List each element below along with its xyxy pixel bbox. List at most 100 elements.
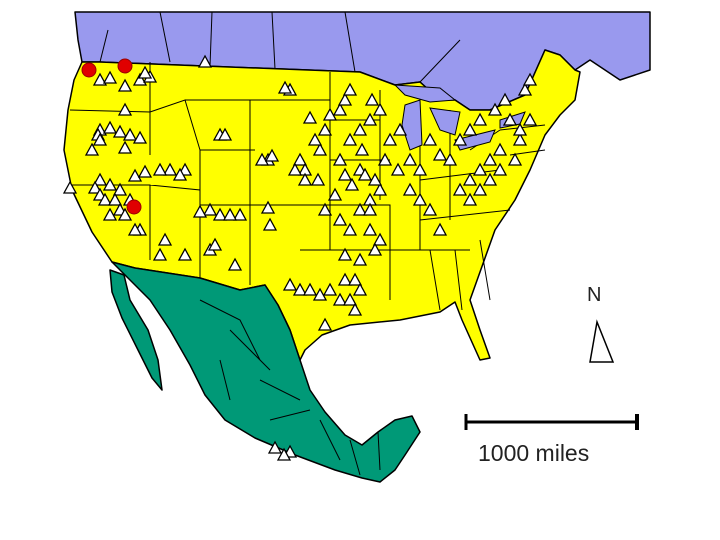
border-line <box>69 62 255 155</box>
triangle-icon <box>512 132 528 146</box>
triangle-icon <box>332 292 348 306</box>
triangle-icon <box>197 54 213 68</box>
triangle-icon <box>152 247 168 261</box>
triangle-icon <box>342 82 358 96</box>
triangle-icon <box>367 172 383 186</box>
triangle-icon <box>127 168 143 182</box>
triangle-icon <box>452 132 468 146</box>
triangle-icon <box>367 242 383 256</box>
triangle-icon <box>352 282 368 296</box>
border-line <box>185 99 330 206</box>
triangle-icon <box>232 207 248 221</box>
triangle-icon <box>102 120 118 134</box>
triangle-icon <box>264 148 280 162</box>
lake <box>429 107 461 136</box>
triangle-icon <box>522 112 538 126</box>
triangle-icon <box>322 107 338 121</box>
triangle-icon <box>422 202 438 216</box>
triangle-icon <box>102 207 118 221</box>
triangle-icon <box>482 152 498 166</box>
triangle-icon <box>322 282 338 296</box>
triangle-icon <box>287 162 303 176</box>
state-borders <box>68 11 546 476</box>
triangle-icon <box>337 272 353 286</box>
triangle-icon <box>482 172 498 186</box>
triangle-icon <box>412 192 428 206</box>
triangle-icon <box>332 152 348 166</box>
triangle-icon <box>362 222 378 236</box>
triangle-icon <box>282 277 298 291</box>
north-label: N <box>587 284 602 306</box>
triangle-icon <box>117 102 133 116</box>
triangle-icon <box>310 172 326 186</box>
red-circle-icon <box>126 199 142 215</box>
triangle-icon <box>364 92 380 106</box>
triangle-icon <box>352 202 368 216</box>
border-line <box>319 419 381 476</box>
triangle-icon <box>172 167 188 181</box>
lake <box>401 99 423 151</box>
site-markers <box>62 54 538 461</box>
triangle-icon <box>317 202 333 216</box>
triangle-icon <box>227 257 243 271</box>
triangle-icon <box>472 162 488 176</box>
border-line <box>199 299 311 421</box>
triangle-icon <box>332 212 348 226</box>
triangle-icon <box>352 122 368 136</box>
triangle-icon <box>137 65 153 79</box>
triangle-icon <box>347 272 363 286</box>
triangle-icon <box>432 147 448 161</box>
triangle-icon <box>497 92 513 106</box>
triangle-icon <box>297 172 313 186</box>
triangle-icon <box>402 182 418 196</box>
triangle-icon <box>207 237 223 251</box>
triangle-icon <box>472 112 488 126</box>
triangle-icon <box>347 302 363 316</box>
red-circle-icon <box>117 58 133 74</box>
triangle-icon <box>117 140 133 154</box>
triangle-icon <box>357 167 373 181</box>
triangle-icon <box>267 440 283 454</box>
triangle-icon <box>292 282 308 296</box>
triangle-icon <box>152 162 168 176</box>
triangle-icon <box>472 182 488 196</box>
triangle-icon <box>117 78 133 92</box>
triangle-icon <box>462 122 478 136</box>
triangle-icon <box>202 202 218 216</box>
triangle-icon <box>102 70 118 84</box>
triangle-icon <box>107 192 123 206</box>
highlight-markers <box>81 58 142 215</box>
triangle-icon <box>112 124 128 138</box>
lake <box>393 84 457 103</box>
triangle-icon <box>342 292 358 306</box>
triangle-icon <box>92 172 108 186</box>
triangle-icon <box>97 192 113 206</box>
triangle-icon <box>452 182 468 196</box>
triangle-icon <box>507 152 523 166</box>
triangle-icon <box>137 164 153 178</box>
triangle-icon <box>332 102 348 116</box>
triangle-icon <box>372 182 388 196</box>
triangle-icon <box>62 180 78 194</box>
triangle-icon <box>492 162 508 176</box>
triangle-icon <box>84 142 100 156</box>
triangle-icon <box>302 282 318 296</box>
triangle-icon <box>327 187 343 201</box>
border-line <box>99 11 461 83</box>
triangle-icon <box>292 152 308 166</box>
triangle-icon <box>377 152 393 166</box>
triangle-icon <box>302 110 318 124</box>
triangle-icon <box>390 162 406 176</box>
triangle-icon <box>122 127 138 141</box>
triangle-icon <box>372 232 388 246</box>
triangle-icon <box>512 122 528 136</box>
triangle-icon <box>132 130 148 144</box>
scale-bar <box>464 414 639 430</box>
triangle-icon <box>162 162 178 176</box>
triangle-icon <box>337 247 353 261</box>
triangle-icon <box>127 222 143 236</box>
triangle-icon <box>372 102 388 116</box>
triangle-icon <box>442 152 458 166</box>
triangle-icon <box>262 217 278 231</box>
triangle-icon <box>92 72 108 86</box>
